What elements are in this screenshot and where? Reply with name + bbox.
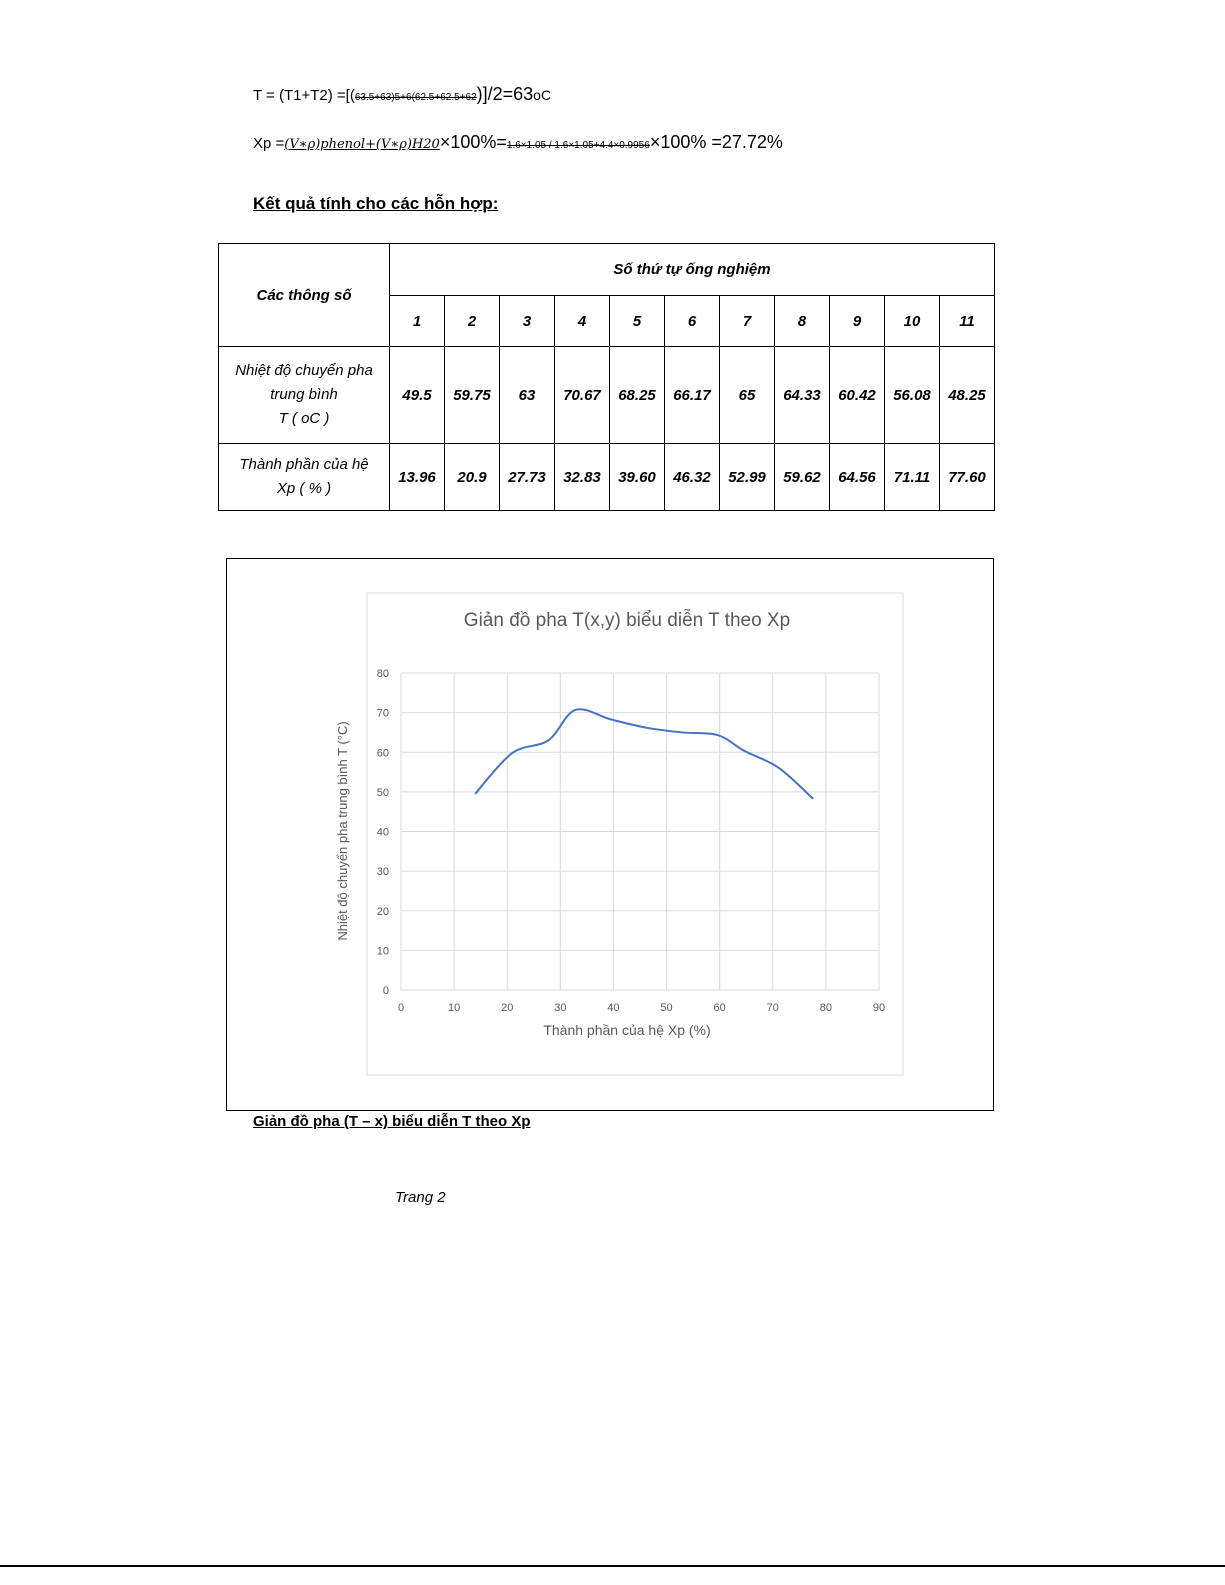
table-cell: 46.32	[664, 443, 720, 511]
formula-average-temperature: T = (T1+T2) =[(63.5+63)5+6(62.5+62.5+62)…	[253, 84, 551, 105]
phase-diagram-chart: 0 10 20 30 40 50 60 70 80 0 10 20 30 40 50 60 70 80 90 Giản…	[335, 592, 904, 1076]
y-axis-label: Nhiệt độ chuyển pha trung bình T (°C)	[335, 721, 350, 940]
table-cell: 56.08	[884, 346, 940, 444]
formula-text: Xp =	[253, 135, 285, 152]
column-header: 9	[829, 295, 885, 347]
table-cell: 32.83	[554, 443, 610, 511]
page-number: Trang 2	[395, 1189, 446, 1206]
page-border	[0, 1565, 1225, 1567]
section-heading: Kết quả tính cho các hỗn hợp:	[253, 194, 499, 213]
row-label: Nhiệt độ chuyển pha trung bình T ( oC )	[218, 346, 390, 444]
x-tick-label: 10	[448, 1002, 460, 1014]
column-header: 8	[774, 295, 830, 347]
y-tick-label: 70	[377, 708, 389, 720]
table-cell: 68.25	[609, 346, 665, 444]
table-cell: 65	[719, 346, 775, 444]
formula-unit: oC	[533, 87, 552, 103]
x-axis-label: Thành phần của hệ Xp (%)	[543, 1022, 710, 1038]
x-tick-label: 20	[501, 1002, 513, 1014]
column-header: 10	[884, 295, 940, 347]
row-label: Thành phần của hệ Xp ( % )	[218, 443, 390, 511]
formula-text: ×100%=	[439, 132, 507, 152]
table-cell: 20.9	[444, 443, 500, 511]
x-tick-label: 0	[398, 1002, 404, 1014]
x-tick-label: 90	[873, 1002, 885, 1014]
y-tick-label: 60	[377, 747, 389, 759]
y-tick-label: 30	[377, 866, 389, 878]
table-cell: 63	[499, 346, 555, 444]
row-label-line: T ( oC )	[278, 410, 330, 427]
x-tick-label: 60	[714, 1002, 726, 1014]
table-cell: 64.33	[774, 346, 830, 444]
y-tick-label: 50	[377, 787, 389, 799]
series-line	[474, 708, 814, 800]
table-cell: 60.42	[829, 346, 885, 444]
row-label-line: Nhiệt độ chuyển pha	[235, 362, 373, 379]
table-cell: 59.62	[774, 443, 830, 511]
column-header: 2	[444, 295, 500, 347]
table-cell: 49.5	[389, 346, 445, 444]
column-header: 3	[499, 295, 555, 347]
table-cell: 13.96	[389, 443, 445, 511]
column-header: 5	[609, 295, 665, 347]
column-header: 11	[939, 295, 995, 347]
group-header: Số thứ tự ống nghiệm	[389, 243, 995, 296]
row-label-line: Thành phần của hệ	[239, 456, 369, 473]
column-header: 1	[389, 295, 445, 347]
column-header: 6	[664, 295, 720, 347]
y-tick-label: 0	[383, 985, 389, 997]
formula-text: 63.5+63)5+6(62.5+62.5+62	[354, 92, 477, 103]
table-cell: 27.73	[499, 443, 555, 511]
y-tick-label: 20	[377, 906, 389, 918]
table-cell: 77.60	[939, 443, 995, 511]
row-label-line: Xp ( % )	[276, 480, 332, 497]
y-tick-label: 40	[377, 827, 389, 839]
x-tick-label: 40	[607, 1002, 619, 1014]
chart-title: Giản đồ pha T(x,y) biểu diễn T theo Xp	[464, 609, 790, 631]
table-cell: 66.17	[664, 346, 720, 444]
table-cell: 59.75	[444, 346, 500, 444]
formula-text: T = (T1+T2) =[(	[253, 87, 355, 104]
column-header: 7	[719, 295, 775, 347]
formula-composition: Xp =(V∗ρ)phenol+(V∗ρ)H20×100%=1.6×1.05 /…	[253, 132, 783, 153]
x-tick-label: 80	[820, 1002, 832, 1014]
table-cell: 52.99	[719, 443, 775, 511]
column-header: 4	[554, 295, 610, 347]
table-cell: 64.56	[829, 443, 885, 511]
row-label-line: trung bình	[270, 386, 338, 403]
x-tick-label: 70	[767, 1002, 779, 1014]
figure-caption: Giản đồ pha (T – x) biểu diễn T theo Xp	[253, 1113, 531, 1130]
table-cell: 70.67	[554, 346, 610, 444]
formula-text: 1.6×1.05 / 1.6×1.05+4.4×0.9956	[506, 140, 650, 151]
y-tick-label: 80	[377, 668, 389, 680]
param-header: Các thông số	[218, 243, 390, 347]
y-tick-label: 10	[377, 945, 389, 957]
x-tick-label: 50	[660, 1002, 672, 1014]
table-cell: 39.60	[609, 443, 665, 511]
table-cell: 71.11	[884, 443, 940, 511]
formula-text: (V∗ρ)phenol+(V∗ρ)H20	[284, 137, 440, 152]
formula-text: )]/2=63	[476, 84, 534, 104]
table-cell: 48.25	[939, 346, 995, 444]
formula-text: ×100% =27.72%	[649, 132, 783, 152]
chart-frame: 0 10 20 30 40 50 60 70 80 0 10 20 30 40 50 60 70 80 90 Giản…	[226, 558, 994, 1111]
x-tick-label: 30	[554, 1002, 566, 1014]
chart-area	[366, 592, 904, 1076]
